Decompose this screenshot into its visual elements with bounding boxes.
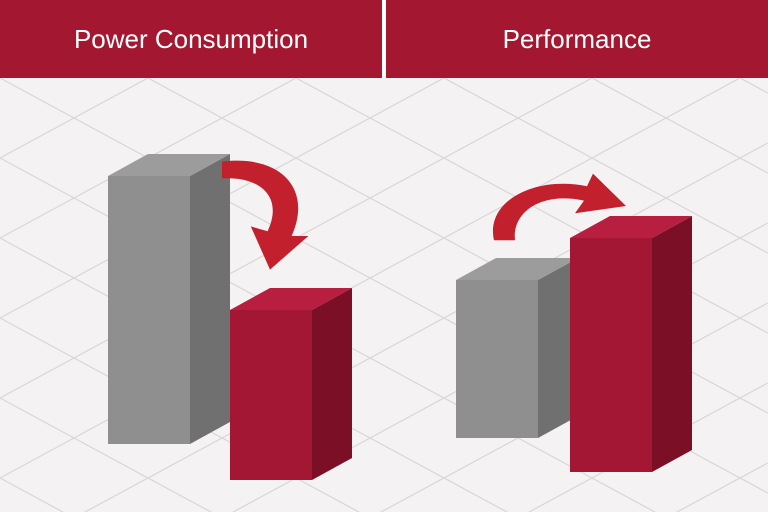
tab-performance: Performance	[386, 0, 768, 78]
bar-front-face	[570, 238, 652, 472]
bar-power-after	[230, 288, 352, 502]
bar-front-face	[230, 310, 312, 480]
bar-power-before	[108, 154, 230, 466]
header-bar: Power Consumption Performance	[0, 0, 768, 78]
tab-label: Performance	[503, 24, 652, 55]
bar-side-face	[312, 288, 352, 480]
bar-perf-before	[456, 258, 578, 460]
tab-power-consumption: Power Consumption	[0, 0, 382, 78]
bar-side-face	[190, 154, 230, 444]
tab-label: Power Consumption	[74, 24, 308, 55]
bar-side-face	[652, 216, 692, 472]
bar-front-face	[108, 176, 190, 444]
bar-perf-after	[570, 216, 692, 494]
bar-front-face	[456, 280, 538, 438]
infographic-stage: Power Consumption Performance	[0, 0, 768, 512]
